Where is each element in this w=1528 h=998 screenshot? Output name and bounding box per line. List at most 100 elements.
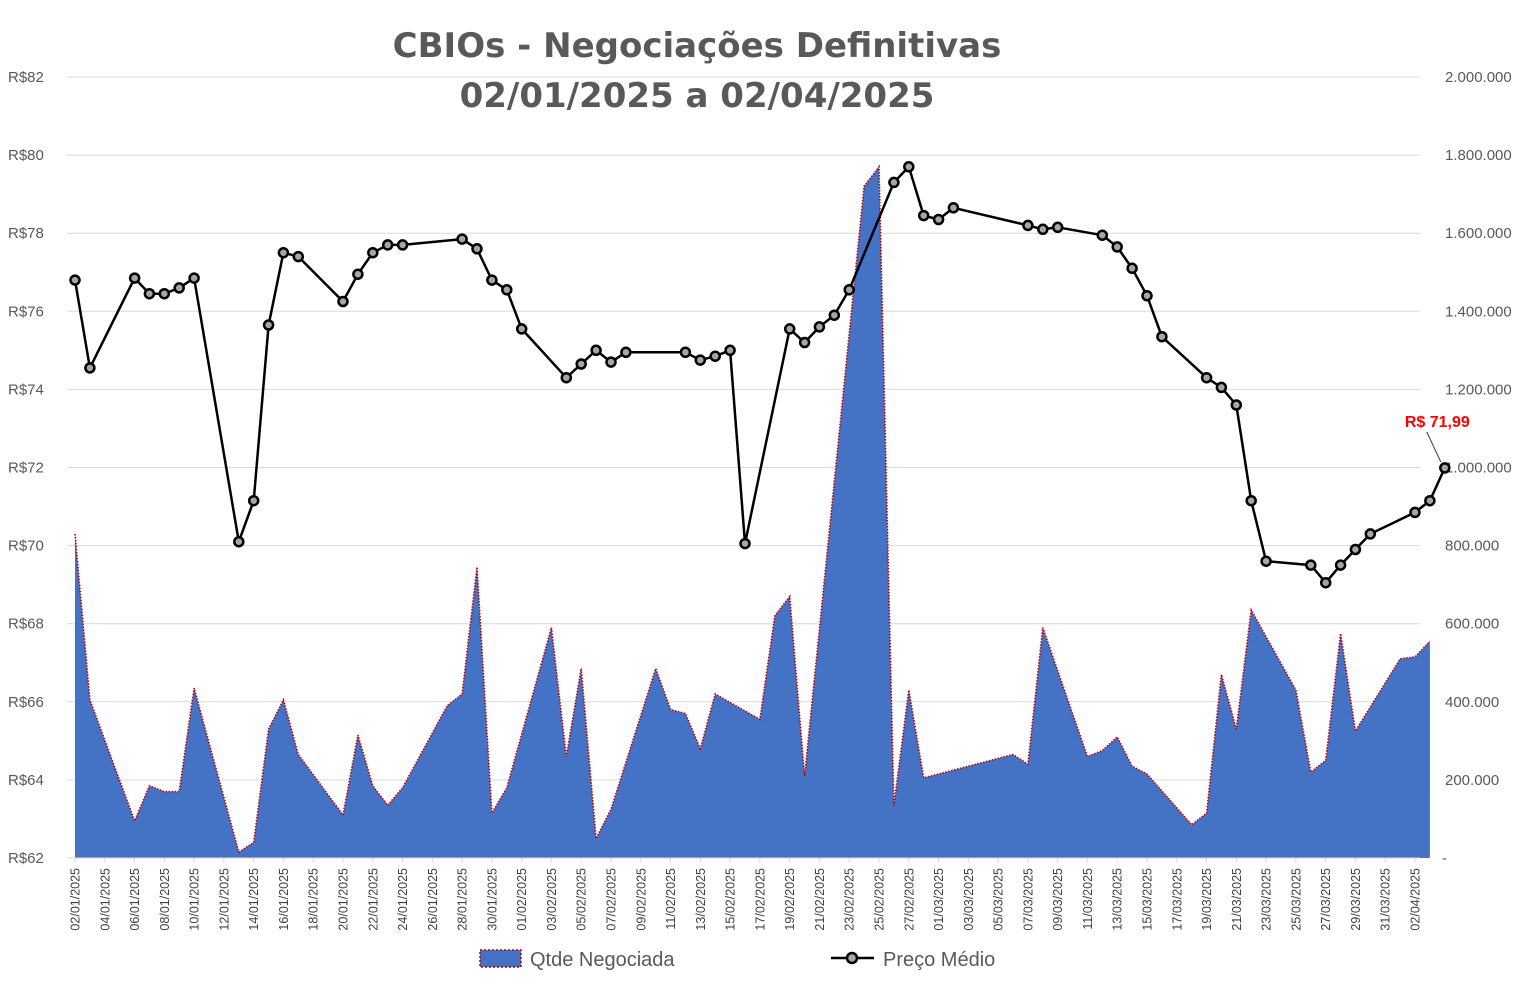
price-point (813, 321, 826, 333)
y-left-tick-label: R$78 (8, 225, 44, 242)
x-tick-label: 17/03/2025 (1170, 868, 1184, 931)
x-tick-label: 02/04/2025 (1409, 868, 1423, 931)
price-point (590, 344, 602, 357)
line-series (69, 161, 1451, 589)
area-series (74, 164, 1431, 859)
price-point (471, 243, 483, 255)
price-point (1364, 528, 1377, 540)
x-tick-label: 01/03/2025 (932, 868, 946, 931)
price-point (1349, 543, 1362, 556)
price-point (694, 354, 707, 366)
price-point (709, 350, 721, 362)
annotation-label: R$ 71,99 (1405, 414, 1470, 431)
y-right-tick-label: 1.200.000 (1445, 381, 1512, 398)
price-point (1245, 494, 1257, 507)
x-tick-label: 16/01/2025 (277, 868, 291, 931)
x-tick-label: 05/02/2025 (575, 868, 589, 931)
price-point (381, 239, 394, 251)
x-tick-label: 07/03/2025 (1021, 868, 1035, 931)
x-tick-label: 31/03/2025 (1379, 868, 1393, 931)
price-point (843, 284, 855, 296)
legend: Qtde Negociada Preço Médio (479, 949, 995, 971)
y-left-tick-label: R$62 (8, 850, 44, 867)
x-tick-label: 03/03/2025 (962, 868, 976, 931)
x-tick-label: 13/02/2025 (694, 868, 708, 931)
price-point (917, 209, 930, 222)
price-point (724, 344, 736, 357)
price-point (84, 362, 96, 374)
x-tick-label: 13/03/2025 (1111, 868, 1125, 931)
y-left-tick-label: R$66 (8, 694, 44, 711)
price-point (783, 323, 796, 335)
right-axis-ticks: - 200.000 400.000 600.000 800.000 1.000.000 1.… (1442, 69, 1512, 867)
y-left-tick-label: R$80 (8, 147, 44, 164)
price-point (1111, 241, 1123, 253)
price-point (620, 346, 632, 359)
y-left-tick-label: R$64 (8, 772, 44, 789)
annotation: R$ 71,99 (1405, 414, 1470, 463)
price-point (247, 494, 260, 507)
y-left-tick-label: R$72 (8, 460, 44, 477)
price-point (367, 246, 379, 259)
x-tick-label: 19/02/2025 (783, 868, 797, 931)
price-point (1022, 219, 1034, 232)
price-point (605, 356, 617, 368)
price-point (888, 176, 900, 189)
price-point (515, 323, 528, 335)
legend-swatch-qtde (479, 949, 522, 968)
price-point (262, 319, 275, 331)
y-right-tick-label: 200.000 (1445, 772, 1499, 789)
x-tick-label: 01/02/2025 (515, 868, 529, 931)
x-tick-label: 15/03/2025 (1141, 868, 1155, 931)
price-point (396, 239, 409, 251)
left-axis-ticks: R$62 R$64 R$66 R$68 R$70 R$72 R$74 R$76 R$78 R$80… (8, 69, 44, 867)
price-point (1305, 559, 1317, 571)
x-tick-label: 28/01/2025 (456, 868, 470, 931)
x-axis-ticks: 02/01/2025 04/01/2025 06/01/2025 08/01/2025… (69, 858, 1423, 931)
y-right-tick-label: - (1442, 850, 1447, 867)
price-point (456, 233, 468, 245)
price-point (501, 284, 513, 296)
x-tick-label: 27/02/2025 (902, 868, 916, 931)
x-tick-label: 22/01/2025 (366, 868, 380, 931)
price-point (679, 346, 692, 359)
price-point (352, 268, 364, 280)
y-right-tick-label: 1.400.000 (1445, 303, 1512, 320)
price-point (1230, 399, 1243, 411)
x-tick-label: 15/02/2025 (724, 868, 738, 931)
y-right-tick-label: 1.000.000 (1445, 460, 1512, 477)
gridlines (67, 76, 1420, 781)
price-line (73, 165, 1446, 584)
x-tick-label: 17/02/2025 (753, 868, 767, 931)
price-point (947, 202, 960, 214)
x-tick-label: 19/03/2025 (1200, 868, 1214, 931)
price-point (337, 295, 349, 308)
chart-subtitle: 02/01/2025 a 02/04/2025 (460, 76, 935, 116)
price-point (798, 336, 811, 349)
price-point (173, 282, 185, 294)
x-tick-label: 25/02/2025 (873, 868, 887, 931)
price-point (233, 535, 245, 548)
price-point (903, 161, 915, 173)
x-tick-label: 23/03/2025 (1260, 868, 1274, 931)
price-point (1334, 559, 1347, 571)
price-point (1260, 555, 1272, 567)
area-fill (75, 166, 1430, 859)
annotation-leader (1426, 431, 1442, 463)
x-tick-label: 12/01/2025 (217, 868, 231, 931)
price-point (575, 358, 587, 370)
y-right-tick-label: 400.000 (1445, 694, 1499, 711)
x-tick-label: 23/02/2025 (843, 868, 857, 931)
x-tick-label: 10/01/2025 (188, 868, 202, 931)
x-tick-label: 11/02/2025 (664, 868, 678, 930)
price-point (1439, 462, 1451, 474)
price-point (1424, 494, 1436, 507)
x-tick-label: 08/01/2025 (158, 868, 172, 931)
price-point (1051, 221, 1064, 234)
price-point (560, 371, 573, 384)
price-point (1156, 330, 1168, 343)
price-point (188, 272, 200, 284)
x-tick-label: 05/03/2025 (992, 868, 1006, 931)
chart-title: CBIOs - Negociações Definitivas (393, 26, 1002, 66)
